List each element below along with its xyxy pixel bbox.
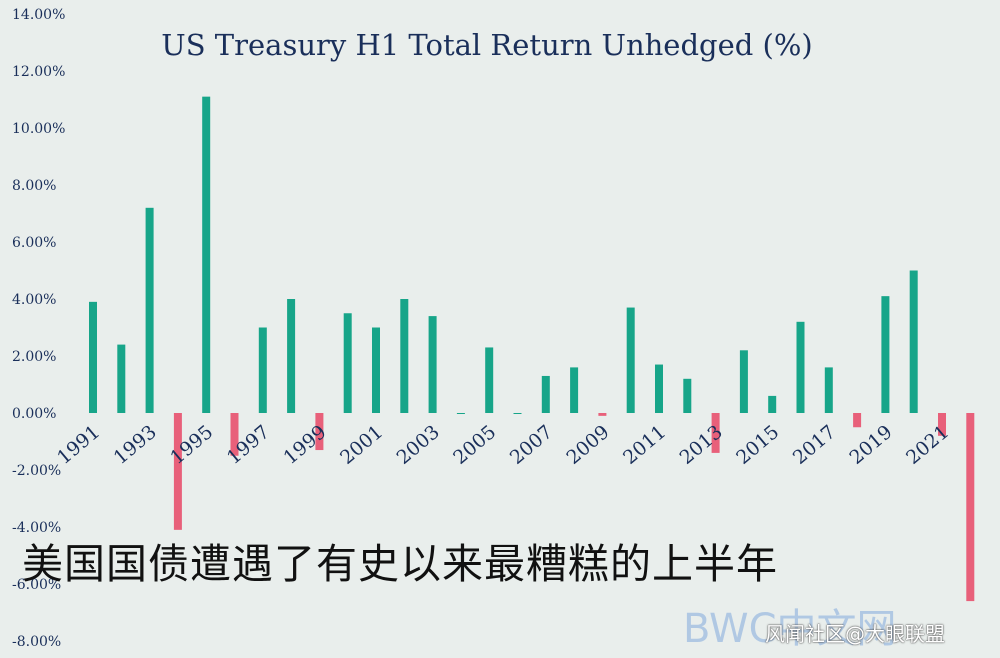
bar-2002 xyxy=(400,299,409,413)
bar-2014 xyxy=(739,350,748,413)
bar-2020 xyxy=(909,270,918,413)
y-tick-label: 0.00% xyxy=(12,406,56,422)
x-tick-label: 1993 xyxy=(110,421,161,469)
bar-2004 xyxy=(456,413,465,414)
y-tick-label: -8.00% xyxy=(12,634,61,650)
credit-text: 风闻社区@大眼联盟 xyxy=(765,622,945,646)
bar-2016 xyxy=(796,321,805,413)
caption-text: 美国国债遭遇了有史以来最糟糕的上半年 xyxy=(22,540,778,588)
bar-1991 xyxy=(89,301,97,413)
x-tick-label: 2005 xyxy=(449,421,500,469)
bar-2012 xyxy=(683,378,692,413)
bar-2006 xyxy=(513,413,522,414)
bar-2013 xyxy=(711,413,720,453)
bars xyxy=(89,96,975,602)
y-tick-label: 2.00% xyxy=(12,349,56,365)
x-tick-label: 2011 xyxy=(619,421,670,469)
y-tick-label: 10.00% xyxy=(12,121,65,137)
bar-2021 xyxy=(938,413,946,436)
bar-1993 xyxy=(145,207,154,413)
x-tick-label: 2001 xyxy=(336,421,387,469)
bar-1998 xyxy=(287,299,296,413)
bar-2018 xyxy=(853,413,862,428)
y-tick-label: -6.00% xyxy=(12,577,61,593)
bar-2019 xyxy=(881,296,890,413)
bar-1995 xyxy=(202,96,211,414)
bar-1996 xyxy=(230,413,239,456)
bar-2010 xyxy=(626,307,635,413)
y-tick-label: -4.00% xyxy=(12,520,61,536)
y-axis: 14.00% 12.00% 10.00% 8.00% 6.00% 4.00% 2.00% 0.… xyxy=(12,7,65,650)
bar-2005 xyxy=(485,347,494,413)
bar-2009 xyxy=(598,413,607,416)
x-tick-label: 2003 xyxy=(393,421,444,469)
bar-1994 xyxy=(173,413,182,530)
x-tick-label: 2017 xyxy=(789,421,840,469)
y-tick-label: 12.00% xyxy=(12,64,65,80)
x-tick-label: 2009 xyxy=(562,421,613,469)
bar-1997 xyxy=(258,327,267,413)
bar-2000 xyxy=(343,313,352,413)
watermark: BWC中文网 xyxy=(683,606,897,652)
x-axis: 1991 1993 1995 1997 1999 2001 2003 2005 2007 2009… xyxy=(53,421,953,469)
bar-2003 xyxy=(428,316,437,413)
bar-2017 xyxy=(824,367,833,413)
bar-2011 xyxy=(655,364,663,413)
x-tick-label: 2019 xyxy=(845,421,896,469)
bar-2007 xyxy=(541,375,550,413)
y-tick-label: 14.00% xyxy=(12,7,65,23)
bar-2008 xyxy=(570,367,579,413)
y-tick-label: -2.00% xyxy=(12,463,61,479)
x-tick-label: 2007 xyxy=(506,421,557,469)
bar-1999 xyxy=(315,413,324,451)
bar-1992 xyxy=(117,344,126,413)
chart-title: US Treasury H1 Total Return Unhedged (%) xyxy=(161,28,812,62)
y-tick-label: 6.00% xyxy=(12,235,56,251)
x-tick-label: 2015 xyxy=(732,421,783,469)
bar-2015 xyxy=(768,395,777,413)
bar-2001 xyxy=(372,327,380,413)
y-tick-label: 4.00% xyxy=(12,292,56,308)
x-tick-label: 1991 xyxy=(53,421,104,469)
bar-2022 xyxy=(966,413,975,602)
y-tick-label: 8.00% xyxy=(12,178,56,194)
